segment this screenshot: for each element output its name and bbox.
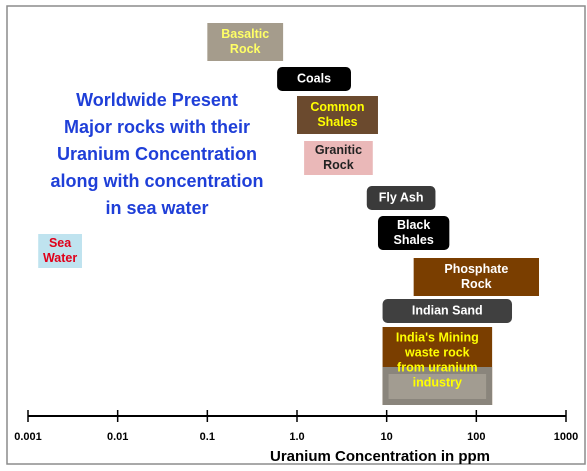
range-label: Shales: [394, 233, 434, 247]
range-label: Coals: [297, 71, 331, 85]
range-label: Granitic: [315, 143, 362, 157]
range-bar: [366, 186, 436, 210]
x-tick-label: 1000: [554, 431, 578, 443]
range-label: India's Mining: [396, 330, 479, 344]
chart-title: Major rocks with their: [64, 117, 250, 137]
x-tick-label: 0.01: [107, 431, 128, 443]
range-label: waste rock: [404, 345, 470, 359]
range-label: Phosphate: [444, 262, 508, 276]
x-tick-label: 0.001: [14, 431, 42, 443]
range-label: Basaltic: [221, 27, 269, 41]
range-label: Rock: [323, 158, 354, 172]
range-bar: [304, 141, 373, 175]
range-label: Common: [310, 100, 364, 114]
range-label: from uranium: [397, 360, 478, 374]
range-bar: [38, 234, 82, 268]
range-bar: [297, 96, 378, 134]
range-bar: [377, 216, 450, 250]
x-tick-label: 10: [381, 431, 393, 443]
x-tick-label: 1.0: [289, 431, 304, 443]
range-label: Water: [43, 251, 77, 265]
range-label: Black: [397, 218, 430, 232]
chart-title: along with concentration: [50, 171, 263, 191]
range-bar: [277, 67, 351, 91]
range-label: Sea: [49, 236, 72, 250]
waste-rock-photo-shade: [388, 374, 487, 399]
chart-title: in sea water: [105, 198, 208, 218]
x-tick-label: 100: [467, 431, 485, 443]
range-bar: [382, 299, 513, 323]
x-tick-label: 0.1: [200, 431, 215, 443]
range-bar: [207, 23, 284, 61]
range-label: Fly Ash: [379, 190, 424, 204]
range-label: Rock: [461, 277, 492, 291]
chart-title: Uranium Concentration: [57, 144, 257, 164]
range-bar: [413, 258, 540, 296]
range-label: Indian Sand: [412, 303, 483, 317]
range-label: Rock: [230, 42, 261, 56]
range-label: industry: [413, 375, 462, 389]
x-axis-label: Uranium Concentration in ppm: [270, 448, 490, 465]
chart-title: Worldwide Present: [76, 90, 238, 110]
range-label: Shales: [317, 115, 357, 129]
